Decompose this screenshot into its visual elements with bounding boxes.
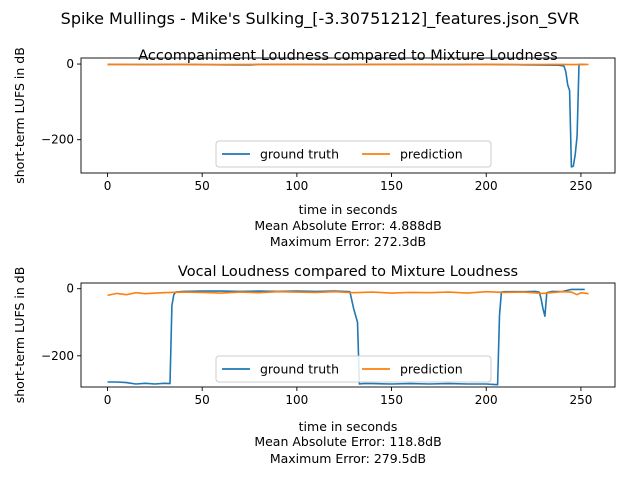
accompaniment-x-tick-label: 100 [285,179,308,193]
vocal-x-tick-label: 200 [475,393,498,407]
accompaniment-x-tick-label: 50 [195,179,210,193]
vocal-legend-box [215,355,492,383]
accompaniment-y-tick-label: −200 [41,133,74,147]
accompaniment-x-tick-label: 150 [380,179,403,193]
vocal-error-stat: Mean Absolute Error: 118.8dB [254,434,441,449]
accompaniment-error-stat: Maximum Error: 272.3dB [270,234,426,249]
accompaniment-error-stat: Mean Absolute Error: 4.888dB [254,218,441,233]
vocal-x-axis-label: time in seconds [299,419,398,434]
accompaniment-x-tick-label: 250 [569,179,592,193]
vocal-ground-truth-line [107,288,585,386]
vocal-legend: ground truth prediction [215,355,492,383]
vocal-axes-frame [80,282,616,388]
figure-title: Spike Mullings - Mike's Sulking_[-3.3075… [61,9,580,29]
vocal-x-tick-label: 0 [104,393,112,407]
accompaniment-y-axis-label: short-term LUFS in dB [12,47,27,184]
accompaniment-legend-label: prediction [400,147,463,162]
vocal-chart-title: Vocal Loudness compared to Mixture Loudn… [178,264,518,280]
vocal-prediction-line [107,290,589,297]
accompaniment-legend-box [215,140,492,168]
accompaniment-x-axis-label: time in seconds [299,202,398,217]
accompaniment-axes-frame [80,57,616,174]
vocal-legend-label: ground truth [260,362,339,377]
vocal-chart: Vocal Loudness compared to Mixture Loudn… [12,264,616,466]
vocal-error-stat: Maximum Error: 279.5dB [270,451,426,466]
accompaniment-chart-title: Accompaniment Loudness compared to Mixtu… [138,48,557,64]
accompaniment-legend: ground truth prediction [215,140,492,168]
vocal-x-tick-label: 150 [380,393,403,407]
vocal-x-tick-label: 100 [285,393,308,407]
vocal-legend-label: prediction [400,362,463,377]
vocal-y-tick-label: 0 [66,282,74,296]
accompaniment-chart: Accompaniment Loudness compared to Mixtu… [12,47,616,249]
accompaniment-x-tick-label: 0 [104,179,112,193]
vocal-y-tick-label: −200 [41,349,74,363]
accompaniment-legend-label: ground truth [260,147,339,162]
vocal-x-tick-label: 50 [195,393,210,407]
accompaniment-y-tick-label: 0 [66,57,74,71]
vocal-x-tick-label: 250 [569,393,592,407]
accompaniment-x-tick-label: 200 [475,179,498,193]
vocal-y-axis-label: short-term LUFS in dB [12,267,27,404]
